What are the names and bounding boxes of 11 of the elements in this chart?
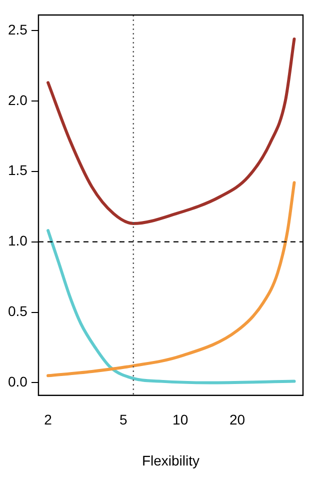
y-tick-label: 2.5 bbox=[8, 21, 28, 38]
y-tick-label: 1.0 bbox=[8, 232, 28, 249]
x-tick-label: 5 bbox=[119, 412, 128, 428]
x-axis-title: Flexibility bbox=[142, 452, 200, 468]
y-tick-label: 0.0 bbox=[8, 374, 28, 390]
y-tick-label: 0.5 bbox=[8, 303, 28, 320]
y-tick-label: 2.0 bbox=[8, 92, 28, 108]
x-tick-label: 2 bbox=[44, 412, 52, 428]
x-tick-label: 10 bbox=[172, 412, 188, 428]
y-tick-label: 1.5 bbox=[8, 162, 28, 178]
x-tick-label: 20 bbox=[229, 412, 246, 428]
